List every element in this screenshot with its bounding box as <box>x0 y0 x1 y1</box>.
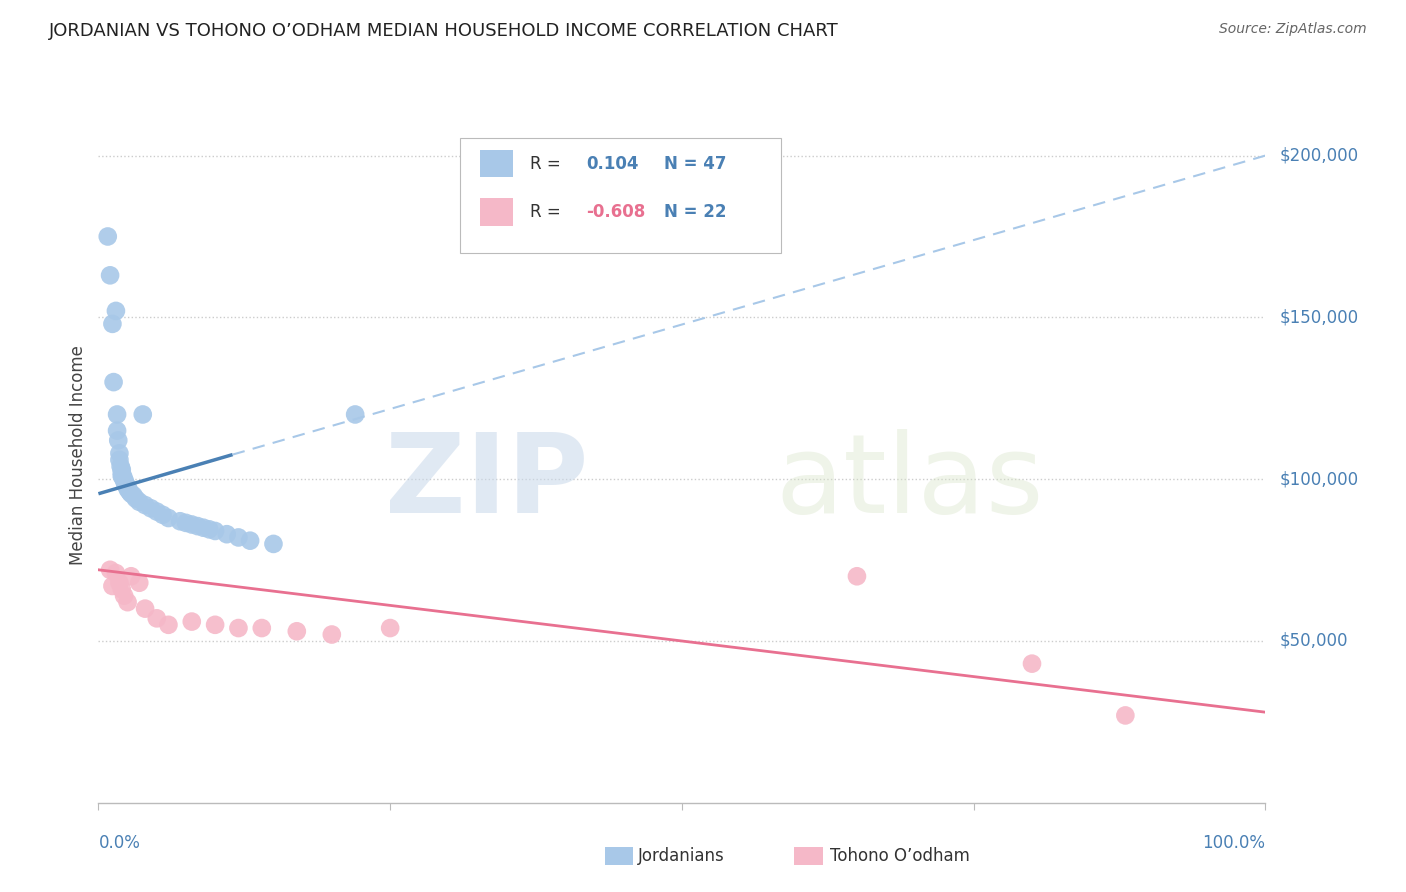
Point <box>134 601 156 615</box>
Point <box>104 566 127 580</box>
Point <box>134 498 156 512</box>
Text: ZIP: ZIP <box>385 429 589 536</box>
Point <box>111 582 134 597</box>
Point <box>114 477 136 491</box>
Point <box>845 569 868 583</box>
Point <box>262 537 284 551</box>
Text: Source: ZipAtlas.com: Source: ZipAtlas.com <box>1219 22 1367 37</box>
Point <box>117 480 139 494</box>
FancyBboxPatch shape <box>479 198 513 226</box>
Point <box>105 408 128 422</box>
Text: 0.0%: 0.0% <box>98 834 141 852</box>
Text: $100,000: $100,000 <box>1279 470 1358 488</box>
Point <box>204 524 226 538</box>
Point <box>180 517 202 532</box>
Point <box>117 595 139 609</box>
Point <box>198 522 221 536</box>
Text: 0.104: 0.104 <box>586 154 638 172</box>
Point <box>98 268 121 283</box>
Point <box>112 474 135 488</box>
Point <box>146 611 169 625</box>
Point <box>120 487 142 501</box>
Text: N = 47: N = 47 <box>665 154 727 172</box>
Point <box>132 408 155 422</box>
Text: JORDANIAN VS TOHONO O’ODHAM MEDIAN HOUSEHOLD INCOME CORRELATION CHART: JORDANIAN VS TOHONO O’ODHAM MEDIAN HOUSE… <box>49 22 839 40</box>
Point <box>111 469 134 483</box>
FancyBboxPatch shape <box>460 138 782 253</box>
Point <box>115 478 138 492</box>
Point <box>110 459 132 474</box>
Point <box>146 504 169 518</box>
Point <box>152 508 174 522</box>
Point <box>239 533 262 548</box>
Point <box>1021 657 1043 671</box>
Point <box>118 483 141 498</box>
Point <box>103 375 125 389</box>
Text: -0.608: -0.608 <box>586 203 645 221</box>
Text: N = 22: N = 22 <box>665 203 727 221</box>
Point <box>122 488 145 502</box>
Point <box>98 563 121 577</box>
Point <box>120 569 142 583</box>
Point <box>108 575 131 590</box>
Point <box>112 589 135 603</box>
Text: R =: R = <box>530 203 567 221</box>
Text: R =: R = <box>530 154 567 172</box>
Point <box>101 579 124 593</box>
Point <box>157 511 180 525</box>
Text: 100.0%: 100.0% <box>1202 834 1265 852</box>
Point <box>228 531 250 545</box>
Point <box>187 519 209 533</box>
Point <box>180 615 202 629</box>
Point <box>104 304 127 318</box>
Text: $50,000: $50,000 <box>1279 632 1348 650</box>
Point <box>128 495 150 509</box>
Point <box>111 462 134 476</box>
FancyBboxPatch shape <box>479 150 513 178</box>
Point <box>112 472 135 486</box>
Point <box>1114 708 1136 723</box>
Point <box>344 408 367 422</box>
Text: Tohono O’odham: Tohono O’odham <box>830 847 969 865</box>
Point <box>250 621 273 635</box>
Point <box>285 624 308 639</box>
Point <box>108 452 131 467</box>
Point <box>107 434 129 448</box>
Point <box>125 491 148 506</box>
Point <box>101 317 124 331</box>
Point <box>105 424 128 438</box>
Point <box>228 621 250 635</box>
Point <box>215 527 238 541</box>
Point <box>128 575 150 590</box>
Point <box>108 446 131 460</box>
Point <box>157 617 180 632</box>
Point <box>174 516 197 530</box>
Point <box>114 475 136 490</box>
Text: $150,000: $150,000 <box>1279 309 1358 326</box>
Point <box>204 617 226 632</box>
Point <box>111 466 134 480</box>
Point <box>118 485 141 500</box>
Point <box>169 514 191 528</box>
Text: Jordanians: Jordanians <box>638 847 725 865</box>
Point <box>193 521 215 535</box>
Point <box>117 482 139 496</box>
Point <box>378 621 402 635</box>
Point <box>97 229 120 244</box>
Y-axis label: Median Household Income: Median Household Income <box>69 345 87 565</box>
Point <box>139 501 162 516</box>
Point <box>111 469 134 483</box>
Text: $200,000: $200,000 <box>1279 146 1358 165</box>
Point <box>111 470 134 484</box>
Text: atlas: atlas <box>775 429 1043 536</box>
Point <box>321 627 343 641</box>
